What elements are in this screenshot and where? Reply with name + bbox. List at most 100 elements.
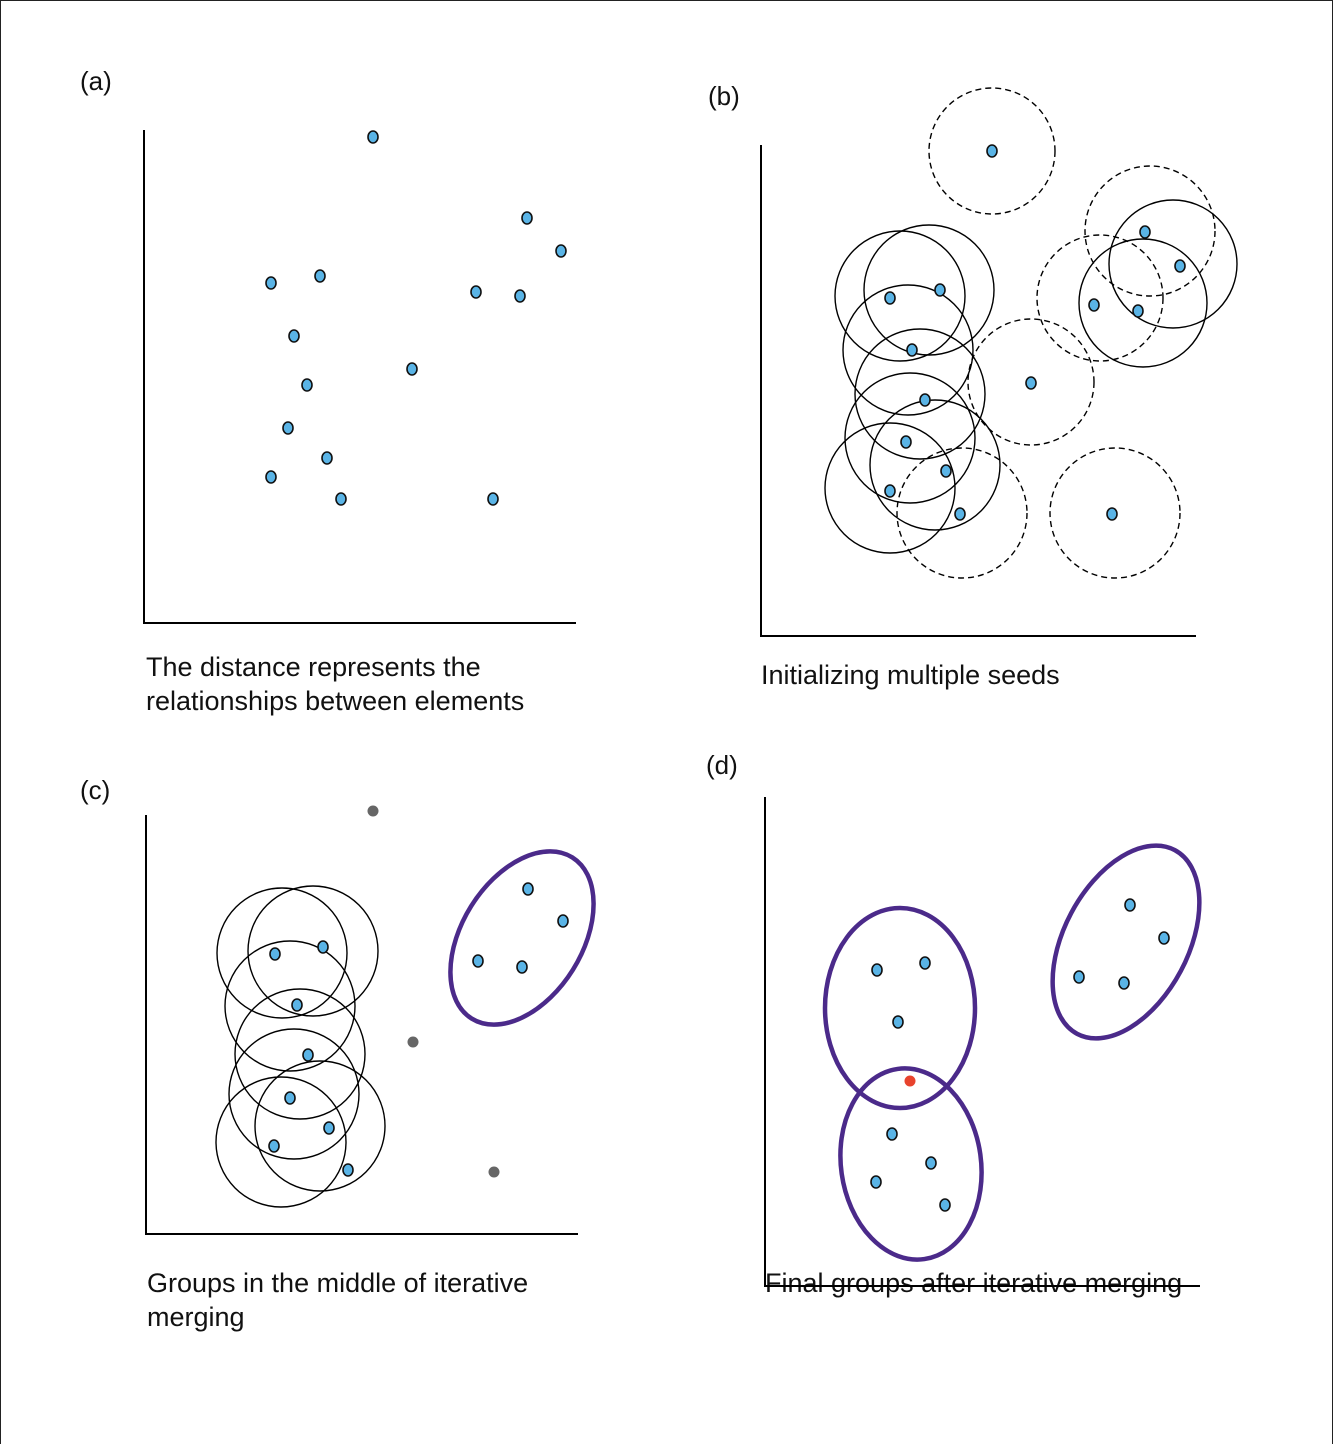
data-point bbox=[900, 435, 912, 449]
panel-a-caption: The distance represents the relationship… bbox=[146, 650, 524, 718]
seed-circle-dashed bbox=[896, 447, 1028, 579]
data-point bbox=[342, 1163, 354, 1177]
panel-b-label: (b) bbox=[708, 81, 740, 111]
panel-d-axes bbox=[764, 797, 1200, 1287]
data-point bbox=[954, 507, 966, 521]
panel-c-axes bbox=[145, 815, 578, 1235]
panel-d-caption: Final groups after iterative merging bbox=[765, 1266, 1182, 1300]
merging-circle bbox=[224, 940, 356, 1072]
data-point bbox=[886, 1127, 898, 1141]
data-point bbox=[884, 291, 896, 305]
data-point bbox=[472, 954, 484, 968]
seed-circle bbox=[1108, 199, 1238, 329]
data-point bbox=[314, 269, 326, 283]
data-point bbox=[284, 1091, 296, 1105]
merging-circle bbox=[254, 1060, 386, 1192]
caption-line: The distance represents the bbox=[146, 652, 481, 682]
unassigned-point bbox=[367, 805, 379, 817]
data-point bbox=[514, 289, 526, 303]
data-point bbox=[291, 998, 303, 1012]
data-point bbox=[1025, 376, 1037, 390]
data-point bbox=[555, 244, 567, 258]
data-point bbox=[1088, 298, 1100, 312]
data-point bbox=[516, 960, 528, 974]
data-point bbox=[925, 1156, 937, 1170]
caption-line: Groups in the middle of iterative bbox=[147, 1268, 529, 1298]
unassigned-point bbox=[407, 1036, 419, 1048]
data-point bbox=[323, 1121, 335, 1135]
data-point bbox=[1132, 304, 1144, 318]
seed-circle bbox=[863, 224, 995, 356]
caption-line: merging bbox=[147, 1302, 245, 1332]
data-point bbox=[301, 378, 313, 392]
data-point bbox=[986, 144, 998, 158]
caption-line: Final groups after iterative merging bbox=[765, 1268, 1183, 1298]
seed-circle bbox=[834, 230, 966, 362]
merging-circle bbox=[247, 885, 379, 1017]
data-point bbox=[939, 1198, 951, 1212]
panel-b-caption: Initializing multiple seeds bbox=[761, 658, 1060, 692]
data-point bbox=[269, 947, 281, 961]
group-ellipse bbox=[822, 905, 978, 1111]
data-point bbox=[317, 940, 329, 954]
data-point bbox=[1118, 976, 1130, 990]
data-point bbox=[470, 285, 482, 299]
panel-b-axes bbox=[760, 145, 1196, 637]
seed-circle bbox=[844, 372, 976, 504]
merging-circle bbox=[216, 887, 348, 1019]
panel-a-label: (a) bbox=[80, 66, 112, 96]
data-point bbox=[1106, 507, 1118, 521]
panel-d-label: (d) bbox=[706, 750, 738, 780]
data-point bbox=[265, 276, 277, 290]
data-point bbox=[884, 484, 896, 498]
seed-circle-dashed bbox=[1084, 165, 1216, 297]
seed-circle-dashed bbox=[1036, 234, 1164, 362]
caption-line: relationships between elements bbox=[146, 686, 525, 716]
data-point bbox=[1139, 225, 1151, 239]
data-point bbox=[870, 1175, 882, 1189]
panel-a-axes bbox=[143, 130, 576, 624]
merging-circle bbox=[228, 1028, 360, 1160]
panel-c-label: (c) bbox=[80, 775, 111, 805]
data-point bbox=[1124, 898, 1136, 912]
seed-circle bbox=[824, 422, 956, 554]
seed-circle bbox=[854, 328, 986, 460]
data-point bbox=[487, 492, 499, 506]
data-point bbox=[335, 492, 347, 506]
data-point bbox=[1158, 931, 1170, 945]
seed-circle bbox=[842, 284, 974, 416]
caption-line: Initializing multiple seeds bbox=[761, 660, 1060, 690]
data-point bbox=[934, 283, 946, 297]
data-point bbox=[521, 211, 533, 225]
unassigned-point bbox=[488, 1166, 500, 1178]
merging-circle bbox=[234, 988, 366, 1120]
group-ellipse bbox=[838, 1066, 984, 1262]
data-point bbox=[367, 130, 379, 144]
data-point bbox=[321, 451, 333, 465]
data-point bbox=[1073, 970, 1085, 984]
panel-c-caption: Groups in the middle of iterative mergin… bbox=[147, 1266, 528, 1334]
data-point bbox=[919, 393, 931, 407]
seed-circle bbox=[869, 399, 1001, 531]
data-point bbox=[265, 470, 277, 484]
group-ellipse bbox=[448, 849, 596, 1027]
shared-point bbox=[904, 1075, 916, 1087]
data-point bbox=[906, 343, 918, 357]
data-point bbox=[892, 1015, 904, 1029]
seed-circle-dashed bbox=[928, 87, 1056, 215]
data-point bbox=[288, 329, 300, 343]
seed-circle-dashed bbox=[967, 318, 1095, 446]
data-point bbox=[940, 464, 952, 478]
data-point bbox=[1174, 259, 1186, 273]
data-point bbox=[268, 1139, 280, 1153]
data-point bbox=[302, 1048, 314, 1062]
data-point bbox=[871, 963, 883, 977]
data-point bbox=[557, 914, 569, 928]
data-point bbox=[919, 956, 931, 970]
data-point bbox=[282, 421, 294, 435]
seed-circle bbox=[1078, 238, 1208, 368]
data-point bbox=[522, 882, 534, 896]
data-point bbox=[406, 362, 418, 376]
group-ellipse bbox=[1050, 843, 1202, 1041]
